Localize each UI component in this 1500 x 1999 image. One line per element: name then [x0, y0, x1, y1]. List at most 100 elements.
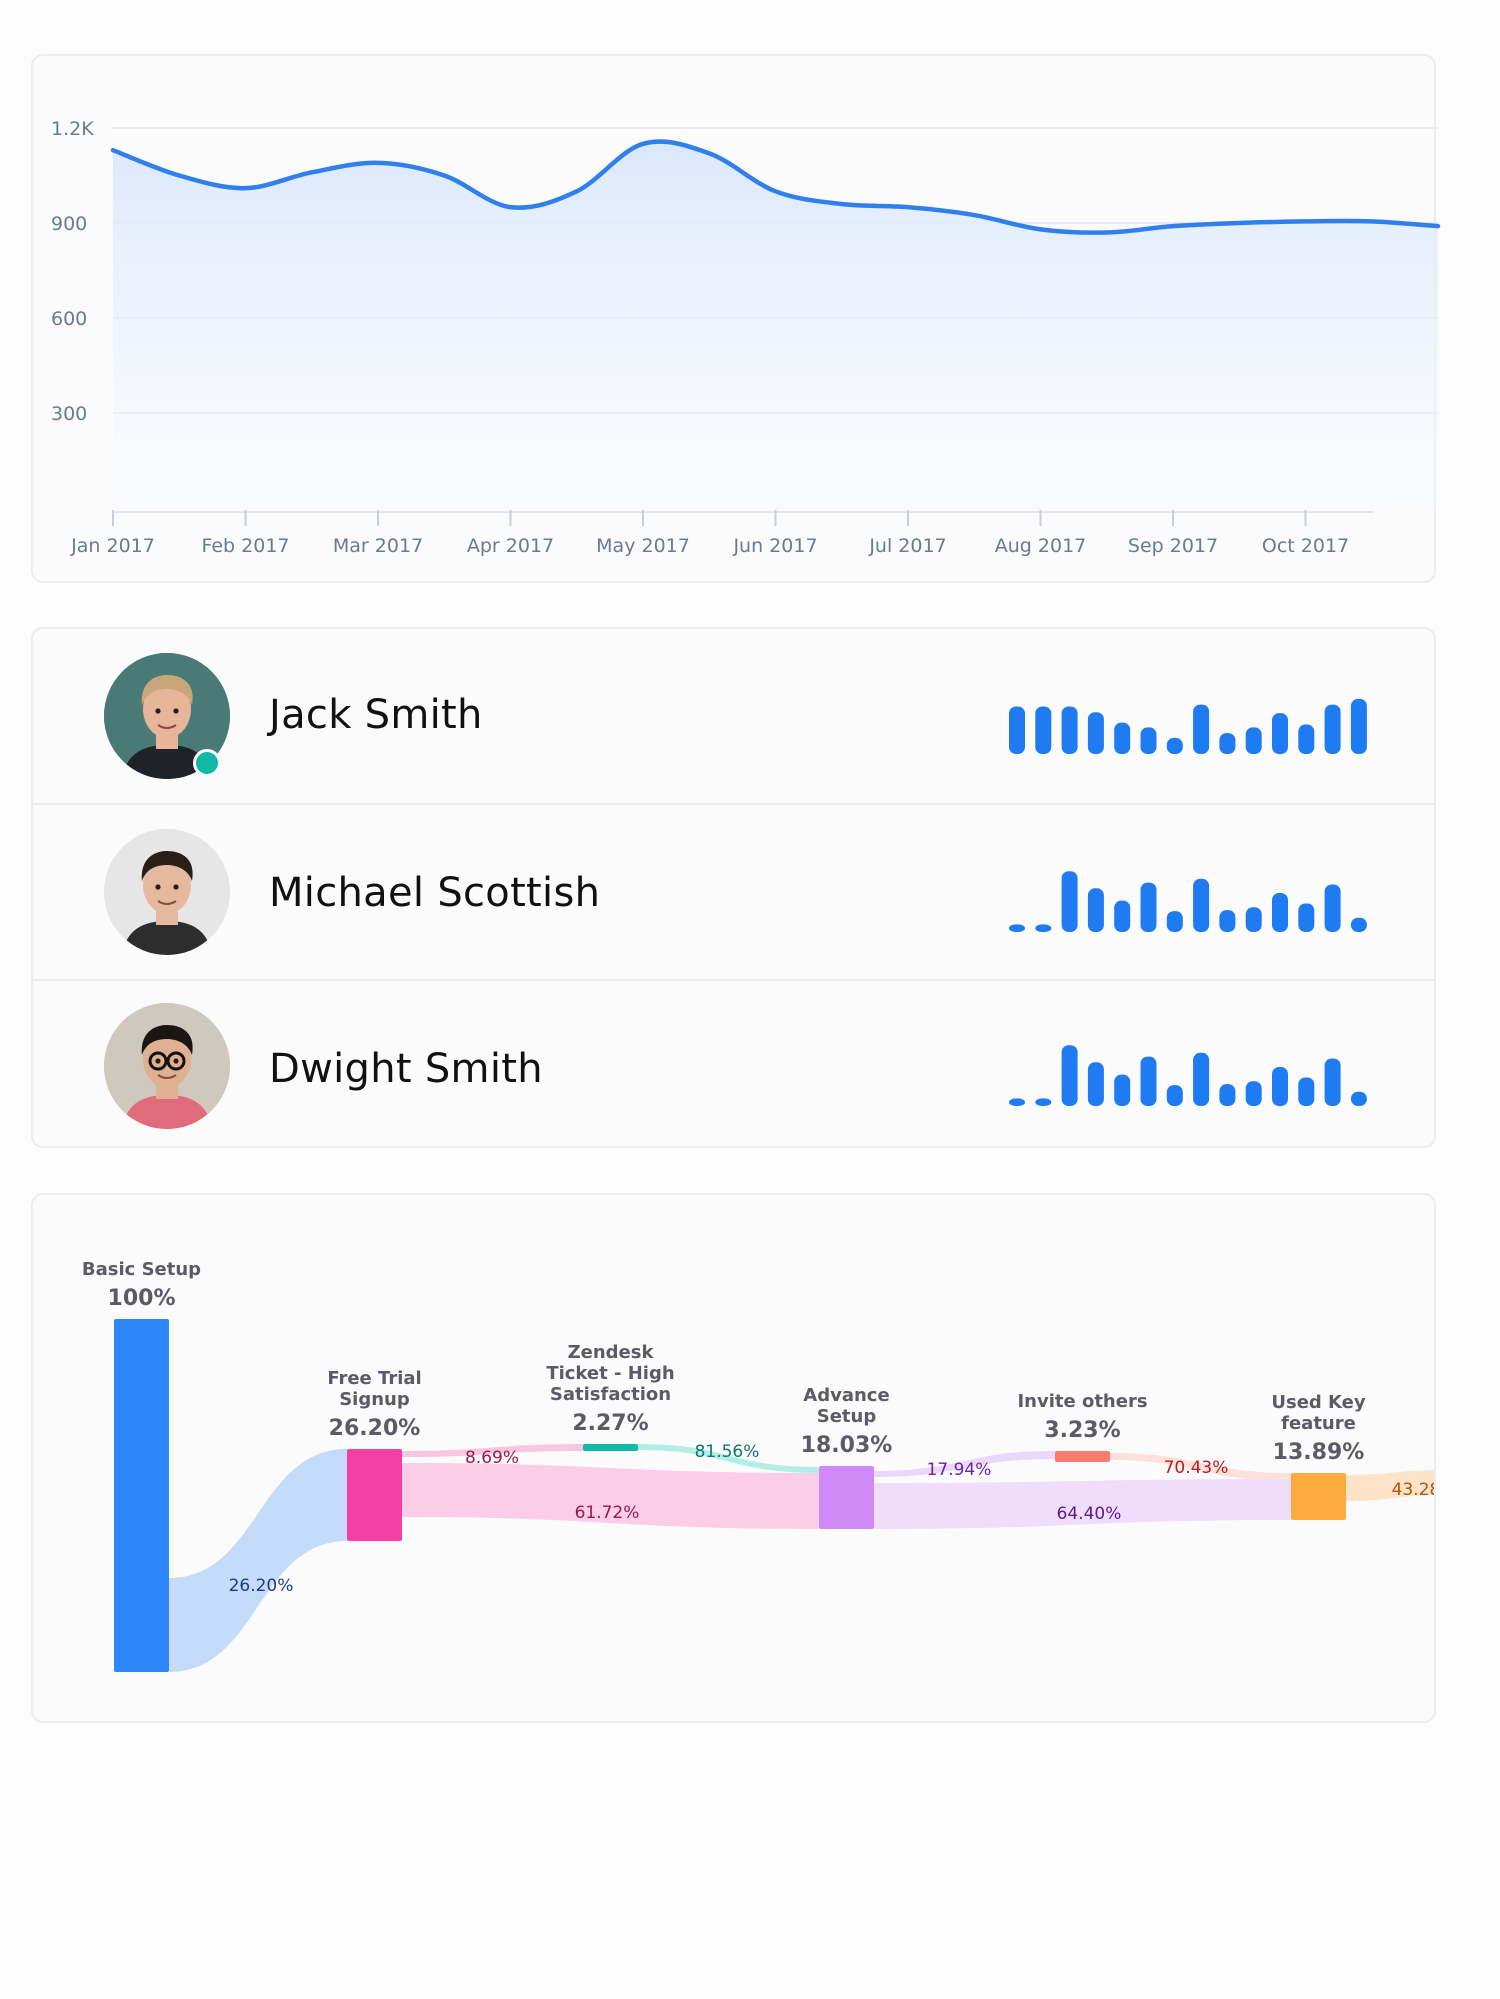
flow-link: [402, 1463, 819, 1529]
flow-link: [874, 1479, 1291, 1529]
area-fill: [113, 141, 1438, 508]
activity-bar: [1087, 1062, 1104, 1106]
activity-bar: [1272, 893, 1288, 932]
activity-bar: [1061, 871, 1078, 932]
activity-bar: [1245, 727, 1262, 754]
activity-bar: [1350, 1091, 1367, 1106]
flow-node-bar: [1291, 1473, 1346, 1520]
activity-bar: [1193, 878, 1210, 932]
activity-bar: [1087, 888, 1104, 932]
activity-bar: [1061, 706, 1078, 754]
activity-bar: [1245, 907, 1262, 932]
flow-node-bar: [819, 1466, 874, 1529]
activity-sparkline: [1009, 871, 1367, 932]
user-name: Jack Smith: [269, 692, 483, 738]
flow-link-label: 61.72%: [575, 1503, 640, 1523]
activity-bar: [1350, 698, 1367, 754]
activity-bar: [1219, 910, 1236, 932]
avatar: [104, 1003, 230, 1129]
flow-node-value: 2.27%: [572, 1411, 648, 1436]
activity-bar: [1298, 903, 1315, 932]
activity-bar: [1061, 1045, 1078, 1106]
flow-node-bar: [114, 1319, 169, 1672]
flow-link-label: 26.20%: [229, 1576, 294, 1596]
flow-link: [1110, 1453, 1291, 1481]
activity-bar: [1193, 1052, 1210, 1106]
online-status-dot: [193, 749, 221, 777]
flow-link-label: 81.56%: [695, 1442, 760, 1462]
activity-bar: [1140, 882, 1157, 932]
flow-link: [169, 1449, 347, 1672]
activity-bar: [1350, 917, 1367, 932]
flow-link: [638, 1444, 819, 1473]
flow-link-label: 43.28: [1392, 1480, 1436, 1500]
flow-node-label: Ticket - High: [546, 1363, 674, 1384]
users-card: Jack Smith Michael Scottish Dwight Smith: [31, 627, 1436, 1148]
x-tick-label: Mar 2017: [333, 535, 423, 557]
activity-sparkline: [1009, 698, 1367, 754]
flow-link: [1346, 1470, 1434, 1501]
activity-bar: [1219, 733, 1236, 754]
y-tick-label: 600: [51, 308, 87, 330]
activity-bar: [1272, 1067, 1288, 1106]
activity-bar: [1087, 712, 1104, 754]
x-tick-label: Jan 2017: [70, 535, 155, 557]
flow-node-label: Signup: [339, 1389, 410, 1410]
flow-node-value: 13.89%: [1273, 1440, 1365, 1465]
flow-node-value: 18.03%: [801, 1433, 893, 1458]
funnel-flow-chart: 26.20% 8.69% 81.56% 61.72% 17.94% 70.43% 64.40…: [82, 1259, 1436, 1672]
activity-bar: [1009, 924, 1025, 932]
flow-node-label: Used Key: [1271, 1392, 1366, 1413]
activity-bar: [1035, 1098, 1052, 1106]
flow-node-bar: [583, 1444, 638, 1451]
x-tick-label: Jul 2017: [868, 535, 946, 557]
y-tick-label: 300: [51, 403, 87, 425]
x-tick-label: Aug 2017: [995, 535, 1087, 557]
activity-bar: [1324, 704, 1341, 754]
flow-link-label: 64.40%: [1057, 1504, 1122, 1524]
activity-bar: [1298, 1077, 1315, 1106]
flow-node-label: Free Trial: [327, 1368, 421, 1389]
flow-link-label: 70.43%: [1164, 1458, 1229, 1478]
activity-bar: [1298, 724, 1315, 754]
x-tick-label: Sep 2017: [1128, 535, 1218, 557]
activity-bar: [1035, 706, 1052, 754]
activity-bar: [1140, 1056, 1157, 1106]
user-row[interactable]: Dwight Smith: [33, 979, 1434, 1146]
funnel-flow-card: 26.20% 8.69% 81.56% 61.72% 17.94% 70.43% 64.40…: [31, 1193, 1436, 1723]
flow-node-value: 3.23%: [1044, 1418, 1120, 1443]
flow-node-label: Zendesk: [568, 1342, 655, 1363]
activity-bar: [1009, 706, 1025, 754]
activity-sparkline: [1009, 1045, 1367, 1106]
activity-bar: [1193, 704, 1210, 754]
x-tick-label: May 2017: [596, 535, 690, 557]
activity-bar: [1114, 1074, 1131, 1106]
x-tick-label: Feb 2017: [201, 535, 289, 557]
activity-bar: [1272, 713, 1288, 754]
avatar-face-icon: [104, 829, 230, 955]
series-line: [110, 139, 1441, 235]
flow-node-value: 100%: [108, 1286, 176, 1311]
x-tick-label: Oct 2017: [1262, 535, 1349, 557]
flow-node-label: feature: [1281, 1413, 1356, 1434]
activity-bar: [1009, 1098, 1025, 1106]
flow-link-label: 8.69%: [465, 1448, 519, 1468]
user-row[interactable]: Michael Scottish: [33, 803, 1434, 979]
activity-bar: [1166, 911, 1183, 932]
flow-node-label: Basic Setup: [82, 1259, 201, 1280]
line-chart-card: 1.2K 900 600 300 Jan 2017 Feb 2017 Mar 2017 Apr…: [31, 54, 1441, 583]
flow-node-value: 26.20%: [329, 1416, 421, 1441]
flow-node-label: Advance: [803, 1385, 889, 1406]
user-row[interactable]: Jack Smith: [33, 629, 1434, 803]
activity-bar: [1324, 884, 1341, 932]
flow-link: [874, 1451, 1055, 1477]
activity-bar: [1140, 727, 1157, 754]
avatar-face-icon: [104, 1003, 230, 1129]
flow-node-label: Setup: [817, 1406, 877, 1427]
user-name: Dwight Smith: [269, 1046, 543, 1092]
x-tick-label: Jun 2017: [732, 535, 817, 557]
activity-bar: [1245, 1081, 1262, 1106]
activity-bar: [1219, 1084, 1236, 1106]
flow-node-bar: [347, 1449, 402, 1541]
flow-link-label: 17.94%: [927, 1460, 992, 1480]
